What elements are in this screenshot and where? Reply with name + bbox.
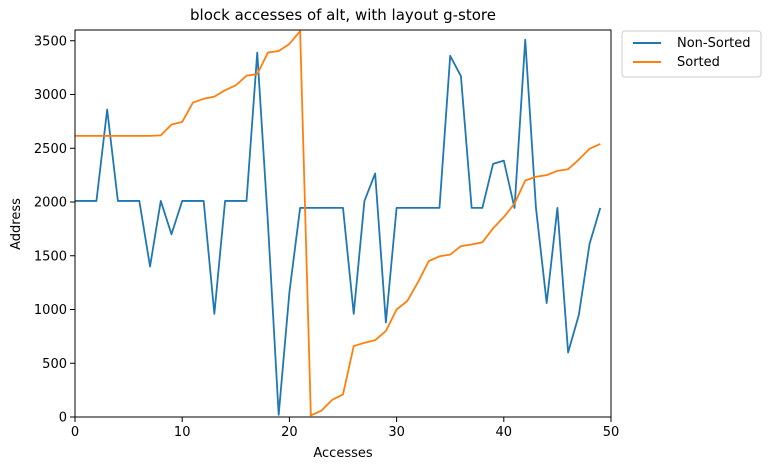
- y-tick-label: 1500: [34, 249, 67, 264]
- y-tick-label: 3000: [34, 88, 67, 103]
- x-tick-label: 10: [174, 425, 191, 440]
- y-axis: 0 500 1000 1500 2000 2500 3000 3500: [34, 34, 75, 426]
- y-tick-label: 2500: [34, 142, 67, 157]
- plot-frame: [74, 29, 612, 418]
- chart-title: block accesses of alt, with layout g-sto…: [190, 6, 496, 24]
- y-tick-label: 0: [59, 411, 67, 426]
- y-axis-label: Address: [9, 198, 24, 250]
- x-axis: 0 10 20 30 40 50: [71, 417, 619, 440]
- x-tick-label: 40: [496, 425, 513, 440]
- series-line-non-sorted: [75, 38, 602, 416]
- plot-lines: [75, 30, 602, 417]
- y-tick-label: 2000: [34, 196, 67, 211]
- x-tick-label: 0: [71, 425, 79, 440]
- y-tick-label: 3500: [34, 34, 67, 49]
- y-tick-label: 500: [42, 357, 67, 372]
- x-tick-label: 30: [388, 425, 405, 440]
- x-tick-label: 50: [603, 425, 620, 440]
- x-tick-label: 20: [281, 425, 298, 440]
- legend: Non-Sorted Sorted: [621, 30, 762, 78]
- y-tick-label: 1000: [34, 303, 67, 318]
- legend-label-non-sorted: Non-Sorted: [677, 36, 751, 51]
- series-line-sorted: [75, 30, 601, 417]
- legend-label-sorted: Sorted: [677, 55, 720, 70]
- x-axis-label: Accesses: [313, 446, 373, 461]
